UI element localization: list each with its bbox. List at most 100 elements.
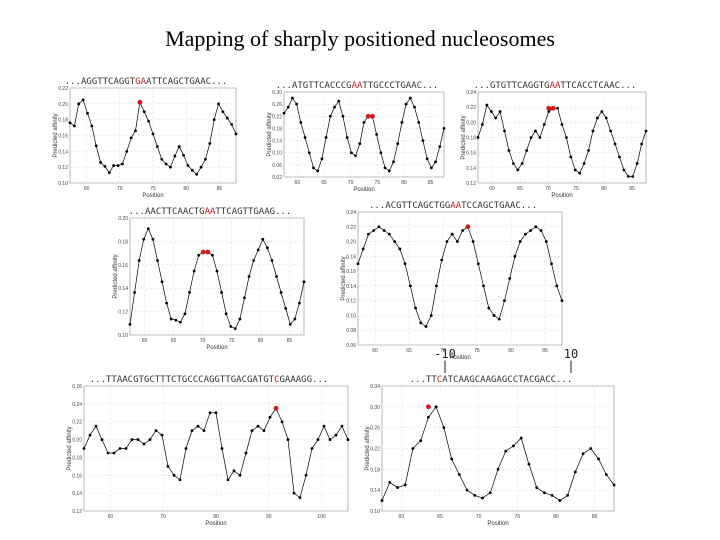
data-point <box>286 438 290 441</box>
x-tick-label: 70 <box>440 348 446 354</box>
sequence-char: . <box>415 375 420 385</box>
data-point <box>434 405 438 409</box>
x-axis-label: Position <box>551 193 572 199</box>
sequence-char: G <box>231 375 236 385</box>
sequence-char: C <box>156 207 161 217</box>
data-point <box>539 229 543 232</box>
data-point <box>192 269 196 273</box>
sequence-char: T <box>407 201 413 211</box>
sequence-char: G <box>483 201 488 211</box>
sequence-char: T <box>225 375 231 385</box>
y-tick-label: 0.16 <box>346 269 356 275</box>
sequence-char: G <box>544 81 549 91</box>
data-point <box>435 284 438 288</box>
sequence-char: C <box>515 201 520 211</box>
x-tick-label: 80 <box>401 180 407 186</box>
sequence-char: A <box>141 77 147 87</box>
data-point <box>457 473 461 476</box>
sequence-char: T <box>160 375 166 385</box>
data-point <box>398 247 402 251</box>
x-tick-label: 65 <box>406 348 412 354</box>
sequence-char: C <box>172 207 177 217</box>
x-tick-label: 85 <box>629 186 635 192</box>
data-point <box>151 132 155 136</box>
data-point <box>328 114 332 118</box>
x-tick-label: 70 <box>117 186 123 192</box>
data-point <box>485 103 489 107</box>
x-axis-label: Position <box>142 193 163 199</box>
sequence-char: T <box>167 207 173 217</box>
sequence-char: . <box>222 77 227 87</box>
data-point <box>383 166 387 170</box>
x-tick-label: 70 <box>200 338 206 344</box>
y-axis-label: Predicted affinity <box>461 115 467 159</box>
x-tick-label: 85 <box>217 186 223 192</box>
sequence-char: C <box>379 81 384 91</box>
x-tick-label: 60 <box>295 180 301 186</box>
chart-panel-2: ...ATGTTCACCCGAATTGCCCTGAAC...0.020.060.… <box>267 81 446 193</box>
series-line <box>381 406 615 502</box>
y-tick-label: 0.14 <box>272 139 282 145</box>
sequence-char: A <box>285 375 291 385</box>
data-point <box>429 314 433 317</box>
data-point <box>482 284 485 288</box>
sequence-char: . <box>625 81 630 91</box>
sequence-char: G <box>423 201 428 211</box>
y-tick-label: 0.12 <box>466 181 476 187</box>
data-point <box>164 162 168 166</box>
data-point <box>382 229 386 232</box>
data-point <box>413 105 416 109</box>
data-point <box>226 478 230 482</box>
x-tick-label: 65 <box>437 514 443 520</box>
sequence-char: A <box>524 375 530 385</box>
sequence-char: T <box>434 201 440 211</box>
data-point <box>82 447 86 450</box>
sequence-char: T <box>362 81 368 91</box>
data-point <box>129 136 133 140</box>
sequence-char: C <box>188 207 193 217</box>
sequence-char: G <box>119 77 124 87</box>
highlight-point <box>370 113 375 119</box>
sequence-char: G <box>279 375 284 385</box>
data-point <box>396 486 399 489</box>
sequence-char: . <box>101 375 106 385</box>
sequence-char: T <box>495 81 501 91</box>
sequence-char: A <box>555 81 561 91</box>
sequence-char: A <box>458 375 464 385</box>
y-tick-label: 0.12 <box>346 299 356 305</box>
data-point <box>288 322 292 326</box>
data-point <box>471 240 475 243</box>
sequence-char: A <box>456 201 462 211</box>
y-tick-label: 0.30 <box>370 405 380 411</box>
data-point <box>142 442 146 446</box>
highlight-point <box>465 224 471 230</box>
x-axis-label: Position <box>205 521 226 527</box>
y-tick-label: 0.14 <box>346 284 356 290</box>
series-line <box>283 97 445 172</box>
x-tick-label: 75 <box>474 348 480 354</box>
sequence-char: C <box>615 81 620 91</box>
sequence-char: T <box>539 81 545 91</box>
sequence-char: . <box>65 77 70 87</box>
y-tick-label: 0.26 <box>272 102 282 108</box>
data-point <box>492 314 496 317</box>
data-point <box>121 162 124 166</box>
sequence-char: . <box>474 81 479 91</box>
y-tick-label: 0.18 <box>118 239 128 245</box>
data-point <box>307 151 311 155</box>
sequence-char: T <box>448 375 454 385</box>
data-point <box>473 493 477 497</box>
data-point <box>225 116 229 120</box>
sequence-char: C <box>319 81 324 91</box>
data-point <box>190 168 194 172</box>
data-point <box>512 444 515 448</box>
data-point <box>511 162 515 165</box>
data-point <box>184 447 188 450</box>
sequence-char: G <box>199 207 204 217</box>
x-tick-label: 80 <box>183 186 189 192</box>
sequence-char: G <box>396 201 401 211</box>
data-point <box>190 429 194 433</box>
y-tick-label: 0.10 <box>370 509 380 515</box>
y-tick-label: 0.18 <box>72 455 82 461</box>
sequence-char: C <box>588 81 593 91</box>
